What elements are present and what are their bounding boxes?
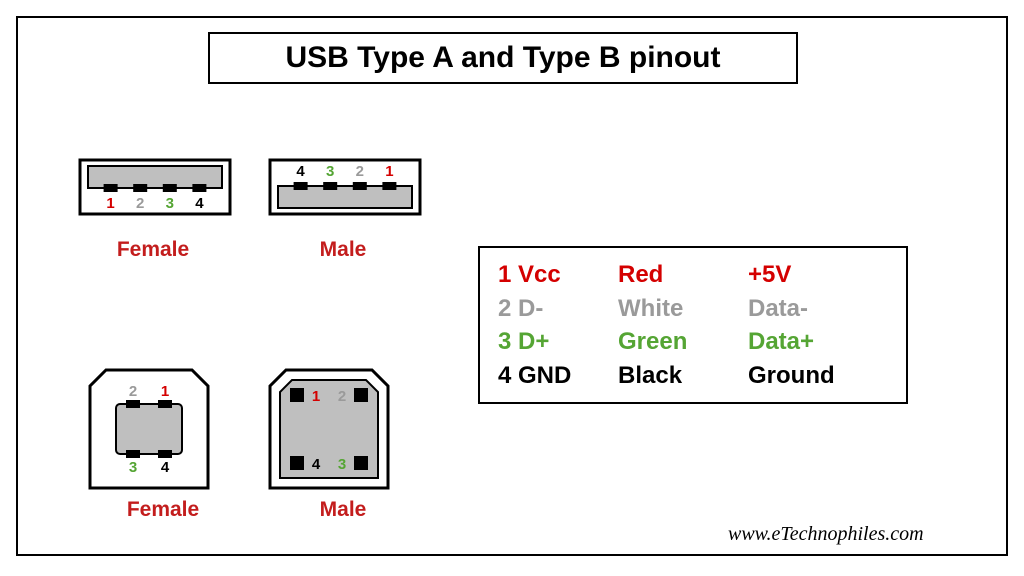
attribution-text: www.eTechnophiles.com [728, 523, 924, 546]
legend-cell: +5V [748, 258, 878, 292]
legend-cell: 4 GND [498, 359, 618, 393]
usb-a-female-connector: 1 2 3 4 [78, 158, 238, 248]
svg-text:3: 3 [166, 195, 174, 212]
svg-text:1: 1 [106, 195, 114, 212]
svg-text:3: 3 [129, 459, 137, 476]
legend-cell: Green [618, 325, 748, 359]
legend-row: 1 VccRed+5V [498, 258, 888, 292]
svg-text:2: 2 [129, 383, 137, 400]
legend-row: 2 D-WhiteData- [498, 292, 888, 326]
svg-text:4: 4 [161, 459, 170, 476]
legend-cell: Data- [748, 292, 878, 326]
legend-cell: Data+ [748, 325, 878, 359]
legend-cell: 3 D+ [498, 325, 618, 359]
legend-cell: 1 Vcc [498, 258, 618, 292]
legend-cell: White [618, 292, 748, 326]
svg-text:1: 1 [312, 388, 320, 405]
usb-b-male-connector: 1 2 43 [268, 368, 428, 508]
svg-text:1: 1 [385, 163, 393, 180]
legend-cell: Black [618, 359, 748, 393]
page-title: USB Type A and Type B pinout [286, 41, 721, 74]
diagram-frame: USB Type A and Type B pinout 1234 Female… [16, 16, 1008, 556]
svg-text:2: 2 [356, 163, 364, 180]
svg-text:1: 1 [161, 383, 169, 400]
svg-text:4: 4 [312, 456, 321, 473]
title-box: USB Type A and Type B pinout [208, 32, 798, 84]
svg-text:2: 2 [136, 195, 144, 212]
svg-text:3: 3 [338, 456, 346, 473]
svg-text:4: 4 [195, 195, 204, 212]
legend-row: 3 D+GreenData+ [498, 325, 888, 359]
svg-text:4: 4 [296, 163, 305, 180]
legend-cell: Ground [748, 359, 878, 393]
usb-b-female-connector: 2 1 3 4 [88, 368, 248, 508]
usb-a-female-label: Female [78, 238, 228, 262]
svg-text:3: 3 [326, 163, 334, 180]
usb-a-male-connector: 4 3 2 1 [268, 158, 428, 248]
legend-cell: 2 D- [498, 292, 618, 326]
svg-text:2: 2 [338, 388, 346, 405]
pin-legend-table: 1 VccRed+5V2 D-WhiteData-3 D+GreenData+4… [478, 246, 908, 404]
usb-b-male-label: Male [268, 498, 418, 522]
legend-cell: Red [618, 258, 748, 292]
usb-b-female-label: Female [88, 498, 238, 522]
legend-row: 4 GNDBlackGround [498, 359, 888, 393]
usb-a-male-label: Male [268, 238, 418, 262]
